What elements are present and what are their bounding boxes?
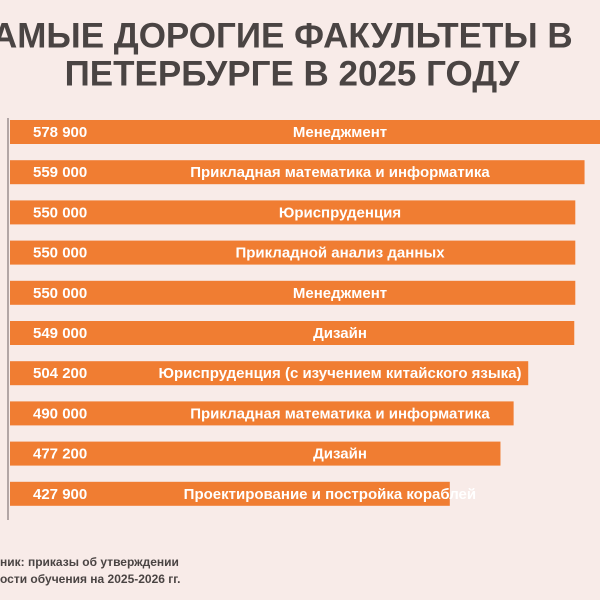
value-label: 578 900 bbox=[33, 124, 87, 141]
bar bbox=[10, 120, 600, 144]
bar bbox=[10, 200, 576, 225]
category-label: Прикладная математика и информатика bbox=[190, 164, 490, 181]
chart-title: ПЕТЕРБУРГЕ В 2025 ГОДУ bbox=[65, 54, 521, 93]
bar bbox=[10, 280, 576, 305]
category-label: Прикладная математика и информатика bbox=[190, 405, 490, 422]
source: ости обучения на 2025-2026 гг. bbox=[0, 572, 180, 586]
value-label: 504 200 bbox=[33, 365, 87, 382]
bar bbox=[10, 401, 514, 426]
value-label: 427 900 bbox=[33, 486, 87, 503]
source: ник: приказы об утверждении bbox=[0, 555, 179, 569]
bar bbox=[10, 240, 576, 265]
category-label: Менеджмент bbox=[293, 285, 387, 302]
category-label: Менеджмент bbox=[293, 124, 387, 141]
bar bbox=[10, 361, 529, 386]
value-label: 477 200 bbox=[33, 446, 87, 463]
value-label: 550 000 bbox=[33, 204, 87, 221]
category-label: Прикладной анализ данных bbox=[235, 245, 445, 262]
bar bbox=[10, 321, 575, 345]
category-label: Юриспруденция bbox=[279, 204, 401, 221]
value-label: 550 000 bbox=[33, 245, 87, 262]
value-label: 549 000 bbox=[33, 325, 87, 342]
chart-title: АМЫЕ ДОРОГИЕ ФАКУЛЬТЕТЫ В bbox=[0, 16, 573, 55]
value-label: 550 000 bbox=[33, 285, 87, 302]
value-label: 559 000 bbox=[33, 164, 87, 181]
category-label: Юриспруденция (с изучением китайского яз… bbox=[158, 365, 521, 382]
value-label: 490 000 bbox=[33, 405, 87, 422]
bar bbox=[10, 160, 585, 185]
category-label: Проектирование и постройка кораблей bbox=[184, 486, 476, 503]
bar bbox=[10, 441, 501, 466]
bar bbox=[10, 481, 450, 506]
category-label: Дизайн bbox=[313, 325, 367, 342]
category-label: Дизайн bbox=[313, 446, 367, 463]
